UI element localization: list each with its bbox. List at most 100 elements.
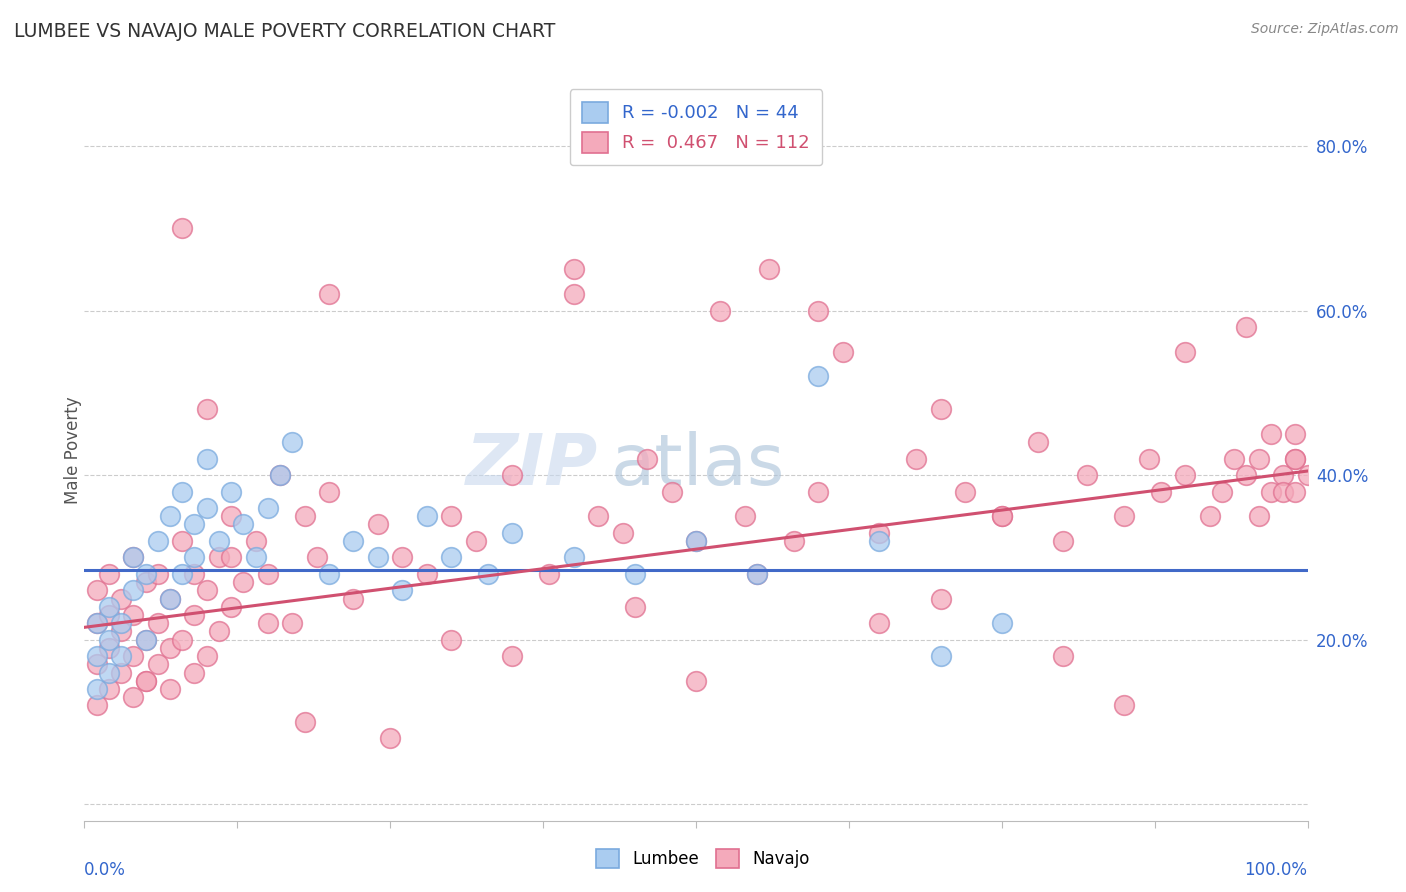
- Point: [440, 550, 463, 565]
- Point: [195, 649, 218, 664]
- Point: [208, 533, 231, 548]
- Point: [86, 583, 108, 598]
- Point: [747, 566, 769, 581]
- Point: [97, 640, 120, 655]
- Point: [318, 566, 340, 581]
- Point: [86, 698, 108, 713]
- Point: [905, 451, 928, 466]
- Point: [1174, 344, 1197, 359]
- Point: [135, 673, 157, 688]
- Point: [183, 607, 205, 622]
- Point: [122, 550, 145, 565]
- Point: [562, 287, 585, 301]
- Point: [146, 533, 169, 548]
- Point: [685, 533, 707, 548]
- Point: [758, 262, 780, 277]
- Point: [1272, 484, 1295, 499]
- Point: [195, 501, 218, 516]
- Point: [636, 451, 658, 466]
- Point: [1052, 533, 1074, 548]
- Point: [831, 344, 853, 359]
- Point: [281, 616, 304, 631]
- Point: [869, 525, 891, 540]
- Point: [416, 566, 439, 581]
- Legend: Lumbee, Navajo: Lumbee, Navajo: [589, 842, 817, 875]
- Point: [869, 616, 891, 631]
- Point: [1223, 451, 1246, 466]
- Text: LUMBEE VS NAVAJO MALE POVERTY CORRELATION CHART: LUMBEE VS NAVAJO MALE POVERTY CORRELATIO…: [14, 22, 555, 41]
- Point: [709, 303, 731, 318]
- Point: [1296, 468, 1319, 483]
- Point: [97, 632, 120, 647]
- Point: [135, 575, 157, 590]
- Point: [159, 509, 181, 524]
- Point: [110, 616, 132, 631]
- Point: [146, 616, 169, 631]
- Point: [195, 583, 218, 598]
- Point: [183, 550, 205, 565]
- Y-axis label: Male Poverty: Male Poverty: [65, 397, 82, 504]
- Text: ZIP: ZIP: [465, 431, 598, 500]
- Point: [734, 509, 756, 524]
- Point: [1247, 509, 1270, 524]
- Point: [110, 591, 132, 606]
- Point: [586, 509, 609, 524]
- Point: [269, 468, 291, 483]
- Point: [1284, 427, 1306, 442]
- Point: [122, 690, 145, 705]
- Point: [685, 533, 707, 548]
- Point: [219, 550, 242, 565]
- Point: [367, 517, 389, 532]
- Point: [1236, 468, 1258, 483]
- Point: [257, 616, 280, 631]
- Point: [208, 624, 231, 639]
- Point: [929, 402, 952, 417]
- Point: [1150, 484, 1173, 499]
- Point: [122, 649, 145, 664]
- Point: [232, 517, 254, 532]
- Point: [257, 501, 280, 516]
- Point: [991, 509, 1014, 524]
- Text: 0.0%: 0.0%: [84, 862, 127, 880]
- Point: [1137, 451, 1160, 466]
- Point: [195, 451, 218, 466]
- Point: [219, 509, 242, 524]
- Point: [97, 599, 120, 614]
- Point: [86, 657, 108, 672]
- Point: [1076, 468, 1098, 483]
- Point: [318, 484, 340, 499]
- Point: [122, 607, 145, 622]
- Point: [294, 509, 316, 524]
- Point: [86, 616, 108, 631]
- Point: [391, 550, 413, 565]
- Point: [1174, 468, 1197, 483]
- Point: [502, 649, 524, 664]
- Point: [110, 665, 132, 680]
- Text: Source: ZipAtlas.com: Source: ZipAtlas.com: [1251, 22, 1399, 37]
- Point: [562, 262, 585, 277]
- Point: [661, 484, 683, 499]
- Point: [1284, 484, 1306, 499]
- Point: [624, 566, 647, 581]
- Point: [1284, 451, 1306, 466]
- Point: [685, 673, 707, 688]
- Point: [110, 649, 132, 664]
- Point: [440, 632, 463, 647]
- Point: [612, 525, 634, 540]
- Point: [991, 509, 1014, 524]
- Point: [135, 673, 157, 688]
- Point: [464, 533, 486, 548]
- Point: [1236, 320, 1258, 334]
- Point: [624, 599, 647, 614]
- Point: [380, 731, 402, 746]
- Point: [440, 509, 463, 524]
- Point: [953, 484, 976, 499]
- Point: [318, 287, 340, 301]
- Point: [869, 533, 891, 548]
- Point: [502, 525, 524, 540]
- Text: 100.0%: 100.0%: [1244, 862, 1308, 880]
- Point: [538, 566, 561, 581]
- Legend: R = -0.002   N = 44, R =  0.467   N = 112: R = -0.002 N = 44, R = 0.467 N = 112: [569, 89, 823, 165]
- Point: [305, 550, 328, 565]
- Point: [1247, 451, 1270, 466]
